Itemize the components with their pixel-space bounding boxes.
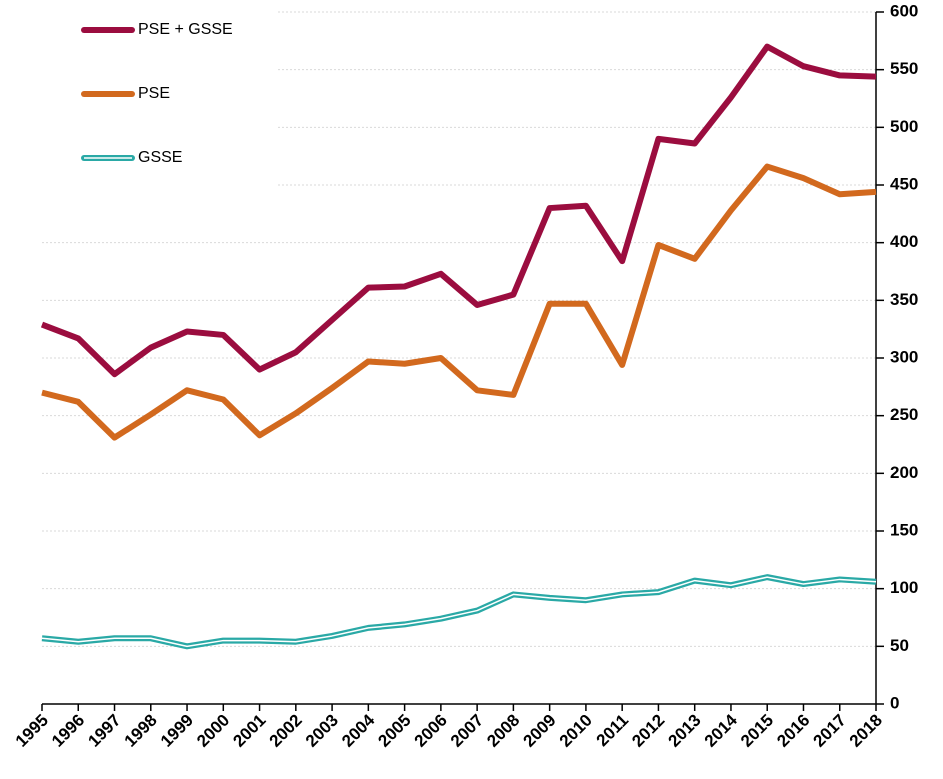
y-tick-label: 250 — [890, 405, 918, 424]
x-tick-label: 2011 — [593, 711, 633, 751]
series-line — [41, 163, 877, 441]
x-tick-label: 2006 — [411, 711, 451, 751]
y-tick-label: 450 — [890, 174, 918, 193]
x-tick-label: 2001 — [229, 711, 269, 751]
x-tick-label: 2009 — [519, 711, 559, 751]
legend-box — [0, 0, 276, 186]
x-tick-label: 2015 — [737, 711, 777, 751]
y-tick-label: 350 — [890, 290, 918, 309]
y-tick-label: 600 — [890, 1, 918, 20]
y-tick-label: 550 — [890, 59, 918, 78]
x-tick-label: 1997 — [84, 711, 124, 751]
y-tick-label: 500 — [890, 117, 918, 136]
x-tick-label: 2007 — [447, 711, 487, 751]
y-tick-label: 50 — [890, 636, 909, 655]
series-line-highlight — [41, 576, 877, 648]
legend-label: PSE — [138, 85, 170, 102]
series-line — [40, 43, 877, 378]
x-tick-label: 2002 — [266, 711, 306, 751]
x-tick-label: 2016 — [773, 711, 813, 751]
x-tick-label: 1996 — [48, 711, 88, 751]
x-tick-label: 2008 — [483, 711, 523, 751]
y-tick-label: 0 — [890, 693, 899, 712]
series-line — [41, 574, 877, 650]
x-tick-label: 1998 — [121, 711, 161, 751]
x-tick-label: 2005 — [374, 711, 414, 751]
x-tick-label: 1995 — [12, 711, 52, 751]
x-tick-label: 2010 — [556, 711, 596, 751]
x-tick-label: 1999 — [157, 711, 197, 751]
x-tick-label: 2004 — [338, 710, 379, 751]
x-tick-label: 2012 — [628, 711, 668, 751]
y-tick-label: 100 — [890, 578, 918, 597]
y-tick-label: 300 — [890, 347, 918, 366]
y-tick-label: 200 — [890, 463, 918, 482]
legend-label: PSE + GSSE — [138, 21, 233, 38]
x-tick-label: 2018 — [846, 711, 886, 751]
y-tick-label: 150 — [890, 520, 918, 539]
x-tick-label: 2003 — [302, 711, 342, 751]
x-tick-label: 2017 — [810, 711, 850, 751]
legend-label: GSSE — [138, 149, 182, 166]
x-tick-label: 2000 — [193, 711, 233, 751]
x-tick-label: 2013 — [665, 711, 705, 751]
x-tick-label: 2014 — [701, 710, 742, 751]
y-tick-label: 400 — [890, 232, 918, 251]
